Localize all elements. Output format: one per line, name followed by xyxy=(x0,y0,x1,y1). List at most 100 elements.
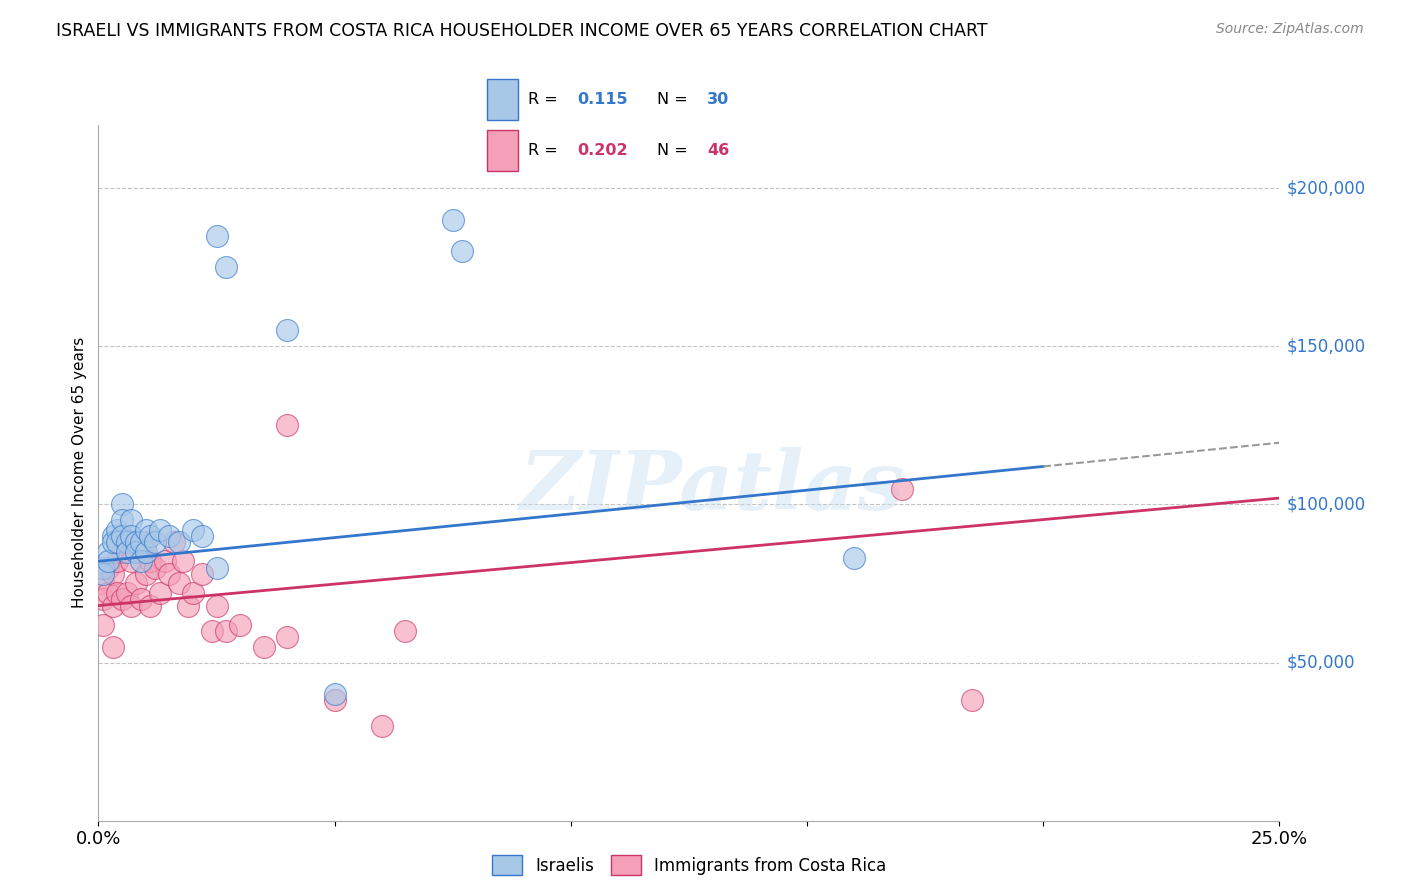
Point xyxy=(135,535,157,549)
Point xyxy=(105,535,128,549)
Point xyxy=(115,545,138,559)
Bar xyxy=(488,78,519,120)
Point xyxy=(167,535,190,549)
Point xyxy=(105,554,128,568)
Text: Source: ZipAtlas.com: Source: ZipAtlas.com xyxy=(1216,22,1364,37)
Point xyxy=(844,551,866,566)
Point xyxy=(167,576,190,591)
Point xyxy=(115,535,138,549)
Point xyxy=(97,554,120,568)
Point xyxy=(962,693,984,707)
Text: 46: 46 xyxy=(707,143,730,158)
Text: ISRAELI VS IMMIGRANTS FROM COSTA RICA HOUSEHOLDER INCOME OVER 65 YEARS CORRELATI: ISRAELI VS IMMIGRANTS FROM COSTA RICA HO… xyxy=(56,22,988,40)
Text: 0.115: 0.115 xyxy=(576,92,627,107)
Text: N =: N = xyxy=(658,143,693,158)
Point xyxy=(97,560,120,574)
Point xyxy=(105,586,128,600)
Point xyxy=(115,535,138,549)
Point xyxy=(101,529,124,543)
Point xyxy=(157,529,180,543)
Text: $150,000: $150,000 xyxy=(1286,337,1365,355)
Point xyxy=(121,554,143,568)
Point xyxy=(215,624,238,638)
Text: $100,000: $100,000 xyxy=(1286,495,1365,514)
Point xyxy=(229,617,252,632)
Point xyxy=(135,545,157,559)
Point xyxy=(111,497,134,511)
Point xyxy=(394,624,416,638)
Point xyxy=(276,418,298,433)
Point xyxy=(125,535,148,549)
Point xyxy=(371,719,394,733)
Point xyxy=(111,529,134,543)
Point xyxy=(139,599,162,613)
Point xyxy=(163,535,186,549)
Point xyxy=(91,592,114,607)
Point xyxy=(143,535,166,549)
Point xyxy=(205,599,228,613)
Point xyxy=(111,545,134,559)
Point xyxy=(91,566,114,581)
Point xyxy=(121,599,143,613)
Point xyxy=(181,523,204,537)
Point xyxy=(91,576,114,591)
Point xyxy=(451,244,474,259)
Point xyxy=(105,523,128,537)
Point xyxy=(172,554,194,568)
Point xyxy=(181,586,204,600)
Point xyxy=(121,529,143,543)
Point xyxy=(111,513,134,527)
Text: R =: R = xyxy=(527,92,562,107)
Point xyxy=(139,529,162,543)
Point xyxy=(101,535,124,549)
Point xyxy=(135,566,157,581)
Text: ZIPatlas: ZIPatlas xyxy=(520,447,905,526)
Point xyxy=(121,513,143,527)
Text: 0.202: 0.202 xyxy=(576,143,627,158)
Point xyxy=(149,523,172,537)
Point xyxy=(139,554,162,568)
Point xyxy=(129,545,152,559)
Point xyxy=(323,693,346,707)
Point xyxy=(91,560,114,574)
Point xyxy=(441,212,464,227)
Text: $50,000: $50,000 xyxy=(1286,654,1355,672)
Y-axis label: Householder Income Over 65 years: Householder Income Over 65 years xyxy=(72,337,87,608)
Point xyxy=(201,624,224,638)
Bar xyxy=(488,130,519,171)
Point xyxy=(890,482,912,496)
Point xyxy=(129,535,152,549)
Point xyxy=(276,323,298,337)
Text: R =: R = xyxy=(527,143,562,158)
Point xyxy=(276,630,298,644)
Point xyxy=(125,545,148,559)
Point xyxy=(205,560,228,574)
Point xyxy=(125,576,148,591)
Point xyxy=(177,599,200,613)
Point xyxy=(91,617,114,632)
Point xyxy=(253,640,276,654)
Point xyxy=(111,592,134,607)
Point xyxy=(191,529,214,543)
Point xyxy=(323,687,346,701)
Point xyxy=(97,545,120,559)
Point xyxy=(191,566,214,581)
Legend: Israelis, Immigrants from Costa Rica: Israelis, Immigrants from Costa Rica xyxy=(485,848,893,882)
Point xyxy=(143,560,166,574)
Point xyxy=(125,535,148,549)
Point xyxy=(205,228,228,243)
Point xyxy=(215,260,238,275)
Point xyxy=(153,554,176,568)
Text: $200,000: $200,000 xyxy=(1286,179,1365,197)
Point xyxy=(157,566,180,581)
Text: 30: 30 xyxy=(707,92,730,107)
Point xyxy=(129,554,152,568)
Point xyxy=(149,586,172,600)
Point xyxy=(115,586,138,600)
Text: N =: N = xyxy=(658,92,693,107)
Point xyxy=(101,566,124,581)
Point xyxy=(101,599,124,613)
Point xyxy=(101,640,124,654)
Point xyxy=(135,523,157,537)
Point xyxy=(97,586,120,600)
